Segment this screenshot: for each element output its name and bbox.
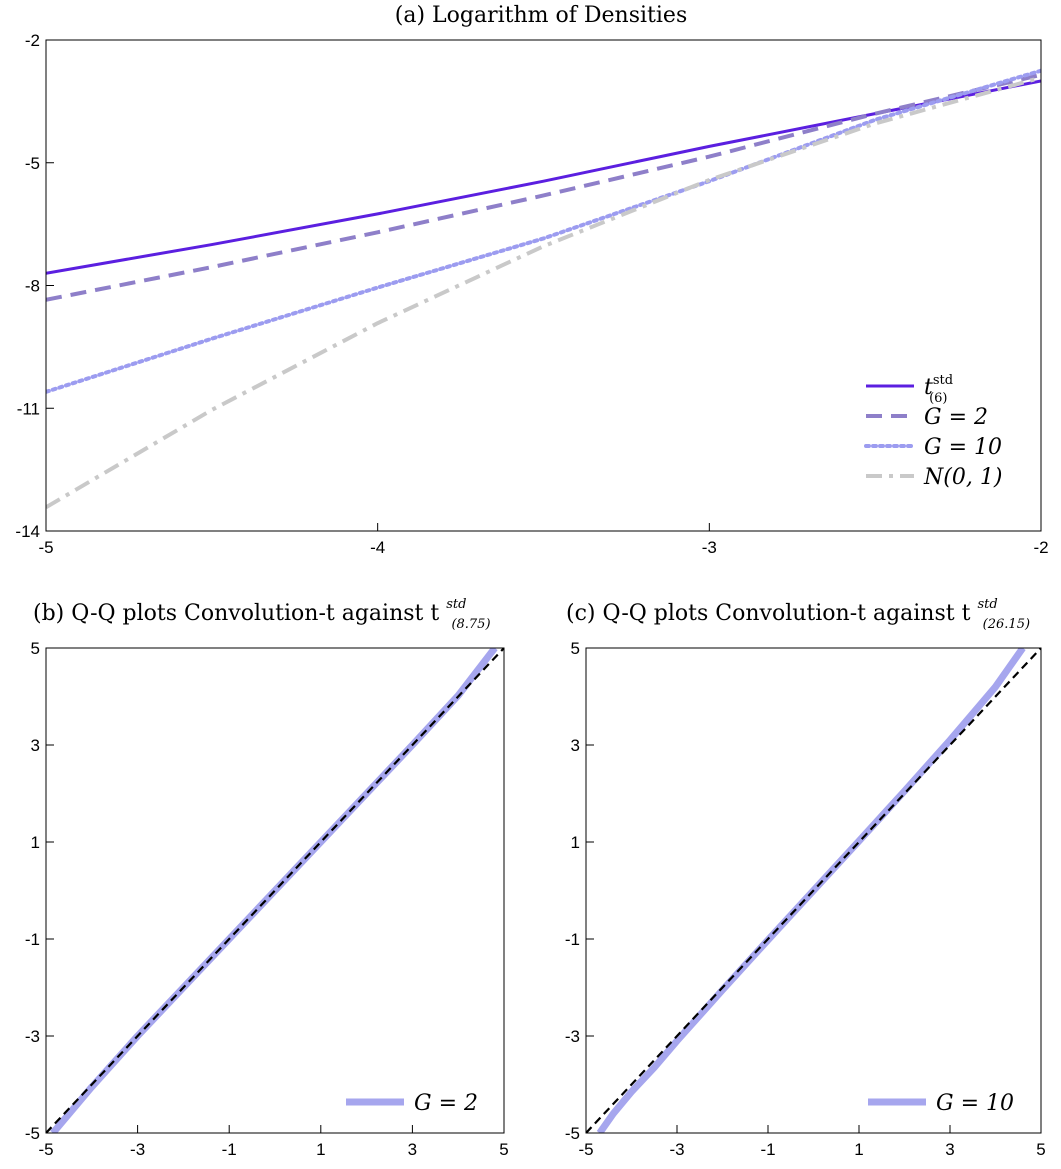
legend-label: G = 10 [924, 435, 1002, 460]
series-line-1 [596, 648, 1026, 1133]
series-line-4 [46, 75, 1041, 509]
y-tick-label: 1 [31, 833, 40, 852]
legend-label: G = 2 [924, 405, 988, 430]
y-tick-label: 1 [571, 833, 580, 852]
panel-a-plot-area: -5 -4 -3 -2 -2 -5 -8 -11 -14 tstd (6)G = 2 G = 10 N(… [15, 31, 1048, 557]
x-tick-label: -3 [130, 1140, 145, 1159]
y-tick-label: -11 [17, 399, 40, 418]
panel-b-title-main: (b) Q-Q plots Convolution-t against t [33, 601, 439, 626]
panel-c-title-main: (c) Q-Q plots Convolution-t against t [566, 601, 971, 626]
x-tick-label: 5 [1036, 1140, 1045, 1159]
y-tick-label: 3 [571, 736, 580, 755]
panel-c-title-sup: std [977, 597, 997, 612]
x-tick-label: 3 [945, 1140, 954, 1159]
x-tick-label: -4 [370, 538, 385, 557]
series-line-1 [46, 79, 1041, 275]
panel-b-title-sub: (8.75) [451, 617, 490, 632]
y-tick-label: 5 [571, 639, 580, 658]
x-tick-label: -5 [38, 538, 53, 557]
series-line-2 [46, 72, 1041, 302]
y-tick-label: -8 [25, 277, 40, 296]
legend: G = 10 [868, 1091, 1014, 1116]
legend: tstd (6)G = 2 G = 10 N(0, 1) [864, 373, 1002, 490]
y-tick-label: -5 [25, 1124, 40, 1143]
y-tick-label: 5 [31, 639, 40, 658]
legend-label: N(0, 1) [923, 465, 1002, 490]
y-tick-label: 3 [31, 736, 40, 755]
panel-b-plot-area: -5 -3 -1 1 3 5 5 3 1 -1 -3 -5 G = 2 [25, 639, 509, 1159]
y-tick-label: -1 [25, 930, 40, 949]
legend-label: G = 10 [936, 1091, 1014, 1116]
series-line-3 [46, 68, 1041, 394]
x-tick-label: -5 [578, 1140, 593, 1159]
y-tick-label: -3 [565, 1027, 580, 1046]
panel-c-qq-plot: (c) Q-Q plots Convolution-t against t st… [565, 589, 1046, 1159]
x-tick-label: -1 [222, 1140, 237, 1159]
y-tick-label: -2 [25, 31, 40, 50]
y-tick-label: -5 [565, 1124, 580, 1143]
panel-b-qq-plot: (b) Q-Q plots Convolution-t against t st… [25, 589, 509, 1159]
x-tick-label: 1 [316, 1140, 325, 1159]
x-tick-label: -3 [702, 538, 717, 557]
panel-c-plot-area: -5 -3 -1 1 3 5 5 3 1 -1 -3 -5 G = 10 [565, 639, 1046, 1159]
x-tick-label: -5 [38, 1140, 53, 1159]
panel-a-title: (a) Logarithm of Densities [395, 3, 687, 28]
panel-c-title-sub: (26.15) [983, 617, 1030, 632]
y-tick-label: -14 [15, 522, 40, 541]
panel-b-title: (b) Q-Q plots Convolution-t against t st… [33, 589, 491, 632]
panel-a-log-densities: (a) Logarithm of Densities -5 -4 -3 -2-2-5-… [15, 3, 1048, 557]
x-tick-label: -3 [669, 1140, 684, 1159]
legend: G = 2 [346, 1091, 478, 1116]
y-tick-label: -5 [25, 154, 40, 173]
axes-frame [45, 647, 505, 1134]
axes-frame [585, 647, 1042, 1134]
reference-line-45deg [46, 648, 504, 1133]
x-tick-label: -2 [1033, 538, 1048, 557]
legend-label: G = 2 [414, 1091, 478, 1116]
x-tick-label: -1 [760, 1140, 775, 1159]
reference-line-45deg [586, 648, 1041, 1133]
legend-label: tstd (6) [924, 373, 953, 406]
x-tick-label: 3 [408, 1140, 417, 1159]
panel-c-title: (c) Q-Q plots Convolution-t against t st… [566, 589, 1030, 632]
x-tick-label: 1 [854, 1140, 863, 1159]
y-tick-label: -3 [25, 1027, 40, 1046]
panel-b-title-sup: std [446, 597, 466, 612]
x-tick-label: 5 [499, 1140, 508, 1159]
y-tick-label: -1 [565, 930, 580, 949]
